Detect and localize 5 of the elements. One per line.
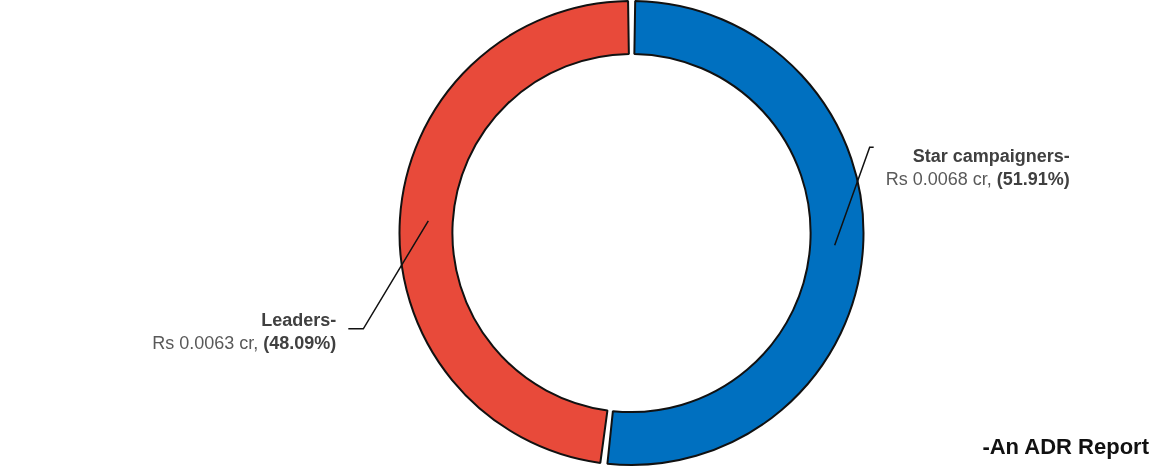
- text: -An ADR Report: [982, 434, 1149, 460]
- data-label: Rs 0.0063 cr, (48.09%): [152, 332, 337, 353]
- data-label: Rs 0.0068 cr, (51.91%): [885, 169, 1070, 190]
- slice-label: Leaders-: [261, 309, 337, 330]
- slice-label: Star campaigners-: [912, 146, 1070, 167]
